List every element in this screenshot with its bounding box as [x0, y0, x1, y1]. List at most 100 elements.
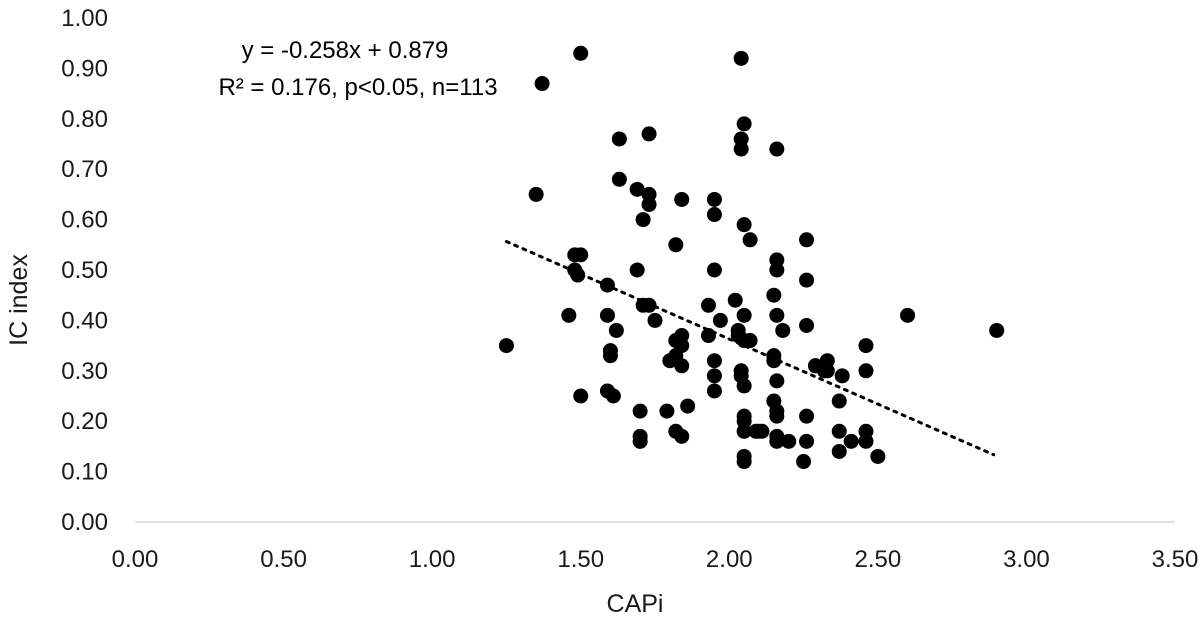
data-point: [858, 433, 874, 449]
data-point: [700, 297, 716, 313]
x-tick-label: 3.50: [1152, 546, 1199, 573]
y-tick-label: 0.10: [61, 459, 108, 486]
regression-stats: R² = 0.176, p<0.05, n=113: [218, 74, 497, 101]
data-point: [736, 423, 752, 439]
data-point: [498, 338, 514, 354]
data-point: [775, 322, 791, 338]
y-tick-label: 0.40: [61, 307, 108, 334]
data-point: [796, 454, 812, 470]
data-point: [674, 191, 690, 207]
data-point: [599, 277, 615, 293]
data-point: [635, 212, 651, 228]
data-point: [870, 448, 886, 464]
data-point: [561, 307, 577, 323]
data-point: [769, 373, 785, 389]
data-point: [766, 353, 782, 369]
trendline-equation: y = -0.258x + 0.879: [242, 37, 449, 64]
x-tick-label: 3.00: [1003, 546, 1050, 573]
y-axis-title: IC index: [5, 254, 33, 346]
data-point: [573, 388, 589, 404]
data-point: [573, 247, 589, 263]
data-point: [799, 408, 815, 424]
data-point: [706, 368, 722, 384]
data-point: [629, 181, 645, 197]
data-point: [736, 454, 752, 470]
data-point: [647, 312, 663, 328]
y-tick-label: 0.70: [61, 156, 108, 183]
data-point: [799, 272, 815, 288]
data-point: [712, 312, 728, 328]
data-point: [680, 398, 696, 414]
data-point: [674, 358, 690, 374]
data-point: [641, 297, 657, 313]
data-point: [769, 262, 785, 278]
data-point: [706, 191, 722, 207]
x-tick-labels: 0.00 0.50 1.00 1.50 2.00 2.50 3.00 3.50: [112, 546, 1199, 573]
data-point: [602, 348, 618, 364]
data-point: [706, 262, 722, 278]
data-point: [632, 403, 648, 419]
data-point: [816, 363, 832, 379]
data-point: [766, 287, 782, 303]
data-point: [742, 333, 758, 349]
data-point: [742, 232, 758, 248]
data-point: [659, 403, 675, 419]
y-tick-label: 0.80: [61, 106, 108, 133]
data-point: [769, 433, 785, 449]
y-tick-label: 0.60: [61, 207, 108, 234]
data-point: [736, 378, 752, 394]
data-point: [858, 363, 874, 379]
x-tick-label: 1.00: [409, 546, 456, 573]
data-point: [608, 322, 624, 338]
data-point: [843, 433, 859, 449]
y-tick-label: 1.00: [61, 5, 108, 32]
data-point: [573, 45, 589, 61]
y-tick-label: 0.20: [61, 408, 108, 435]
data-point: [781, 433, 797, 449]
data-point: [641, 186, 657, 202]
data-point: [769, 408, 785, 424]
data-point: [599, 307, 615, 323]
data-point: [989, 322, 1005, 338]
data-point: [736, 116, 752, 132]
y-tick-label: 0.50: [61, 257, 108, 284]
data-point: [605, 388, 621, 404]
data-point: [570, 267, 586, 283]
data-point: [706, 383, 722, 399]
data-point: [733, 141, 749, 157]
data-point: [733, 50, 749, 66]
data-point: [799, 232, 815, 248]
data-point: [668, 237, 684, 253]
data-point: [534, 76, 550, 92]
data-point: [858, 338, 874, 354]
x-tick-label: 0.00: [112, 546, 159, 573]
data-point: [754, 423, 770, 439]
data-point: [769, 307, 785, 323]
data-point: [662, 353, 678, 369]
data-point: [799, 317, 815, 333]
data-points: [498, 45, 1005, 470]
x-tick-label: 2.50: [854, 546, 901, 573]
y-tick-labels: 0.00 0.10 0.20 0.30 0.40 0.50 0.60 0.70 0.80 0.90…: [61, 5, 108, 536]
x-axis-title: CAPi: [607, 590, 664, 618]
data-point: [674, 338, 690, 354]
data-point: [611, 171, 627, 187]
data-point: [831, 393, 847, 409]
data-point: [706, 353, 722, 369]
data-point: [641, 126, 657, 142]
data-point: [799, 433, 815, 449]
data-point: [736, 217, 752, 233]
data-point: [727, 292, 743, 308]
x-tick-label: 2.00: [706, 546, 753, 573]
data-point: [700, 328, 716, 344]
data-point: [831, 443, 847, 459]
data-point: [632, 433, 648, 449]
data-point: [629, 262, 645, 278]
y-tick-label: 0.30: [61, 358, 108, 385]
x-tick-label: 1.50: [557, 546, 604, 573]
data-point: [769, 141, 785, 157]
data-point: [834, 368, 850, 384]
data-point: [611, 131, 627, 147]
